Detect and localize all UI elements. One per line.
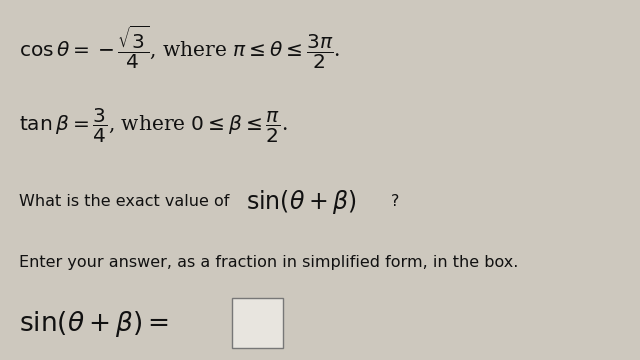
Text: $\cos\theta = -\dfrac{\sqrt{3}}{4}$, where $\pi \leq \theta \leq \dfrac{3\pi}{2}: $\cos\theta = -\dfrac{\sqrt{3}}{4}$, whe… xyxy=(19,23,340,71)
Text: ?: ? xyxy=(390,194,399,209)
Text: $\sin(\theta + \beta) =$: $\sin(\theta + \beta) =$ xyxy=(19,309,170,339)
FancyBboxPatch shape xyxy=(232,298,283,348)
Text: $\tan\beta = \dfrac{3}{4}$, where $0 \leq \beta \leq \dfrac{\pi}{2}$.: $\tan\beta = \dfrac{3}{4}$, where $0 \le… xyxy=(19,107,288,145)
Text: Enter your answer, as a fraction in simplified form, in the box.: Enter your answer, as a fraction in simp… xyxy=(19,255,518,270)
Text: What is the exact value of: What is the exact value of xyxy=(19,194,235,209)
Text: $\sin(\theta + \beta)$: $\sin(\theta + \beta)$ xyxy=(246,188,357,216)
